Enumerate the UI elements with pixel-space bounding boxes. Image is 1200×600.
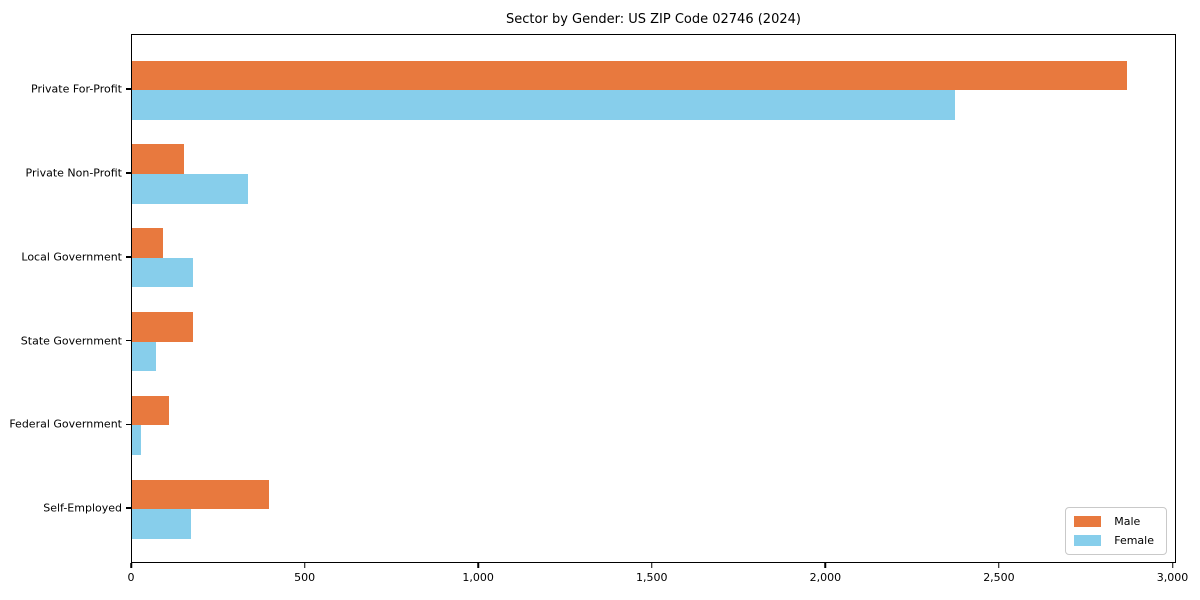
y-axis-label-state-government: State Government	[20, 334, 122, 348]
x-tick	[651, 563, 653, 568]
y-axis-label-local-government: Local Government	[21, 250, 122, 264]
x-tick	[824, 563, 827, 568]
bar-female-self-employed	[132, 509, 191, 539]
bar-male-local-government	[132, 228, 164, 258]
y-axis-label-self-employed: Self-Employed	[43, 501, 122, 515]
y-tick	[126, 88, 131, 90]
plot-area: Male Female	[131, 34, 1176, 563]
legend-swatch-female-icon	[1074, 535, 1102, 546]
bar-female-private-for-profit	[132, 90, 955, 120]
x-tick	[998, 563, 1000, 568]
bar-male-private-non-profit	[132, 144, 185, 174]
legend-entry-male: Male	[1074, 515, 1154, 528]
y-tick	[126, 423, 131, 426]
x-tick	[130, 563, 132, 568]
bar-female-federal-government	[132, 425, 141, 455]
legend-swatch-male-icon	[1074, 516, 1102, 527]
bar-male-federal-government	[132, 395, 169, 426]
y-axis-label-federal-government: Federal Government	[9, 417, 122, 431]
legend-label-female: Female	[1114, 534, 1154, 547]
legend-entry-female: Female	[1074, 534, 1154, 547]
x-tick-label-500: 500	[294, 571, 316, 584]
bar-female-private-non-profit	[132, 174, 249, 204]
x-tick	[477, 563, 479, 568]
chart-title: Sector by Gender: US ZIP Code 02746 (202…	[506, 12, 801, 27]
x-tick-label-0: 0	[127, 571, 135, 584]
bar-female-local-government	[132, 257, 193, 288]
x-tick	[1171, 563, 1174, 568]
bar-male-self-employed	[132, 479, 270, 510]
x-tick-label-1500: 1,500	[636, 571, 668, 584]
bar-male-state-government	[132, 312, 193, 342]
x-tick-label-1000: 1,000	[462, 571, 494, 584]
y-tick	[126, 339, 131, 342]
y-axis-label-private-for-profit: Private For-Profit	[31, 82, 122, 96]
bar-female-state-government	[132, 341, 157, 372]
x-tick-label-2500: 2,500	[983, 571, 1015, 584]
x-tick-label-3000: 3,000	[1156, 571, 1189, 584]
y-tick	[126, 507, 131, 509]
y-tick	[126, 172, 131, 174]
x-tick	[303, 563, 306, 568]
legend-label-male: Male	[1114, 515, 1141, 528]
legend: Male Female	[1065, 507, 1167, 555]
y-axis-label-private-non-profit: Private Non-Profit	[25, 166, 122, 180]
x-tick-label-2000: 2,000	[809, 571, 842, 584]
bar-male-private-for-profit	[132, 60, 1127, 91]
y-tick	[126, 256, 131, 258]
